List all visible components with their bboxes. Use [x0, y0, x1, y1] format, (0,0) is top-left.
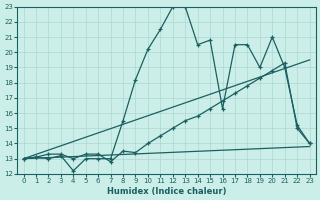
X-axis label: Humidex (Indice chaleur): Humidex (Indice chaleur) — [107, 187, 226, 196]
